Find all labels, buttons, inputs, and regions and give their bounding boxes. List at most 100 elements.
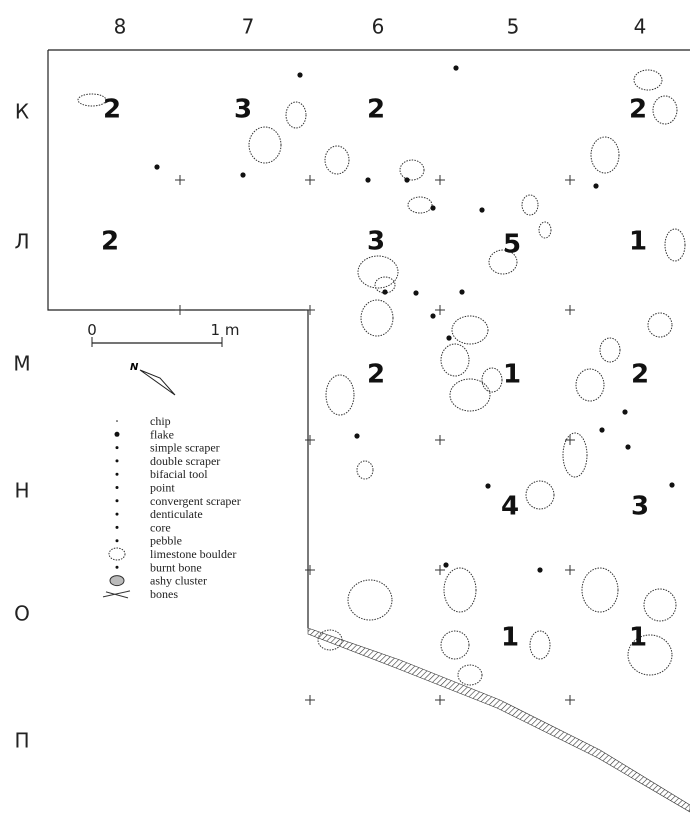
edge-hatch (307, 627, 690, 813)
legend-label: bifacial tool (150, 467, 208, 481)
boulder (664, 228, 686, 262)
boulder (449, 378, 491, 412)
column-label: 7 (242, 15, 255, 39)
legend-label: double scraper (150, 454, 220, 468)
grid-cross (435, 565, 445, 575)
row-label: М (13, 352, 30, 376)
grid-cross (565, 435, 575, 445)
column-label: 8 (114, 15, 127, 39)
square-number: 3 (234, 95, 252, 125)
boulder (652, 95, 678, 125)
boulder (581, 567, 619, 613)
boulder (440, 343, 470, 377)
flake (354, 433, 360, 439)
boulder (529, 630, 551, 660)
flake (485, 483, 491, 489)
boulder (248, 126, 282, 164)
boulder (451, 315, 489, 345)
boulder (488, 249, 518, 275)
flake (537, 567, 543, 573)
grid-cross (435, 305, 445, 315)
boulder (643, 588, 677, 622)
legend-label: simple scraper (150, 441, 220, 455)
flake (365, 177, 371, 183)
legend-symbol (115, 459, 119, 463)
legend-label: point (150, 481, 175, 495)
excavation-outline (47, 49, 690, 628)
legend-label: burnt bone (150, 560, 202, 574)
flake (593, 183, 599, 189)
legend-symbol (115, 499, 119, 503)
square-number: 3 (367, 227, 385, 257)
square-number: 1 (629, 623, 647, 653)
column-label: 5 (507, 15, 520, 39)
square-number: 2 (101, 227, 119, 257)
grid-cross (305, 435, 315, 445)
grid-cross (565, 565, 575, 575)
column-label: 6 (372, 15, 385, 39)
grid-cross (175, 305, 185, 315)
boulder (285, 101, 307, 129)
finds (77, 65, 686, 705)
boulder (360, 299, 394, 337)
legend-symbol (108, 547, 126, 561)
flake (430, 313, 436, 319)
boulder (317, 629, 343, 651)
square-number: 2 (367, 95, 385, 125)
boulder (525, 480, 555, 510)
grid-cross (435, 695, 445, 705)
legend-symbol (115, 446, 119, 450)
legend-label: ashy cluster (150, 574, 207, 588)
flake (443, 562, 449, 568)
square-number: 2 (103, 95, 121, 125)
square-number: 2 (629, 95, 647, 125)
flake (599, 427, 605, 433)
boulder (633, 69, 663, 91)
flake (625, 444, 631, 450)
row-label: П (14, 729, 29, 753)
legend-label: pebble (150, 534, 182, 548)
legend-label: chip (150, 414, 171, 428)
grid-cross (565, 695, 575, 705)
square-number: 1 (629, 227, 647, 257)
boulder (399, 159, 425, 181)
legend-symbol (102, 590, 131, 599)
scale-start: 0 (87, 321, 97, 339)
grid-cross (305, 565, 315, 575)
grid-cross (435, 435, 445, 445)
legend-symbol (115, 472, 119, 476)
grid-cross (565, 175, 575, 185)
boulder (538, 221, 552, 239)
boulder (440, 630, 470, 660)
boulder (521, 194, 539, 216)
legend-symbol (114, 431, 120, 437)
flake (453, 65, 459, 71)
flake (154, 164, 160, 170)
boulder (627, 634, 673, 676)
grid-cross (305, 305, 315, 315)
legend-label: flake (150, 427, 174, 441)
legend-symbol (116, 420, 118, 422)
boulder (357, 255, 399, 289)
flake (240, 172, 246, 178)
legend-symbol (115, 525, 119, 529)
legend-symbol (115, 565, 119, 569)
legend-symbol (115, 512, 119, 516)
square-number: 1 (503, 360, 521, 390)
legend-label: denticulate (150, 507, 203, 521)
boulder (647, 312, 673, 338)
boulder (407, 196, 433, 214)
square-number: 2 (367, 360, 385, 390)
legend-label: convergent scraper (150, 494, 241, 508)
boulder (599, 337, 621, 363)
row-label: Н (14, 479, 29, 503)
boulder (325, 374, 355, 416)
flake (413, 290, 419, 296)
boulder (77, 93, 107, 107)
flake (622, 409, 628, 415)
boulder (575, 368, 605, 402)
grid-cross (565, 305, 575, 315)
grid-cross (305, 175, 315, 185)
boulder (443, 567, 477, 613)
